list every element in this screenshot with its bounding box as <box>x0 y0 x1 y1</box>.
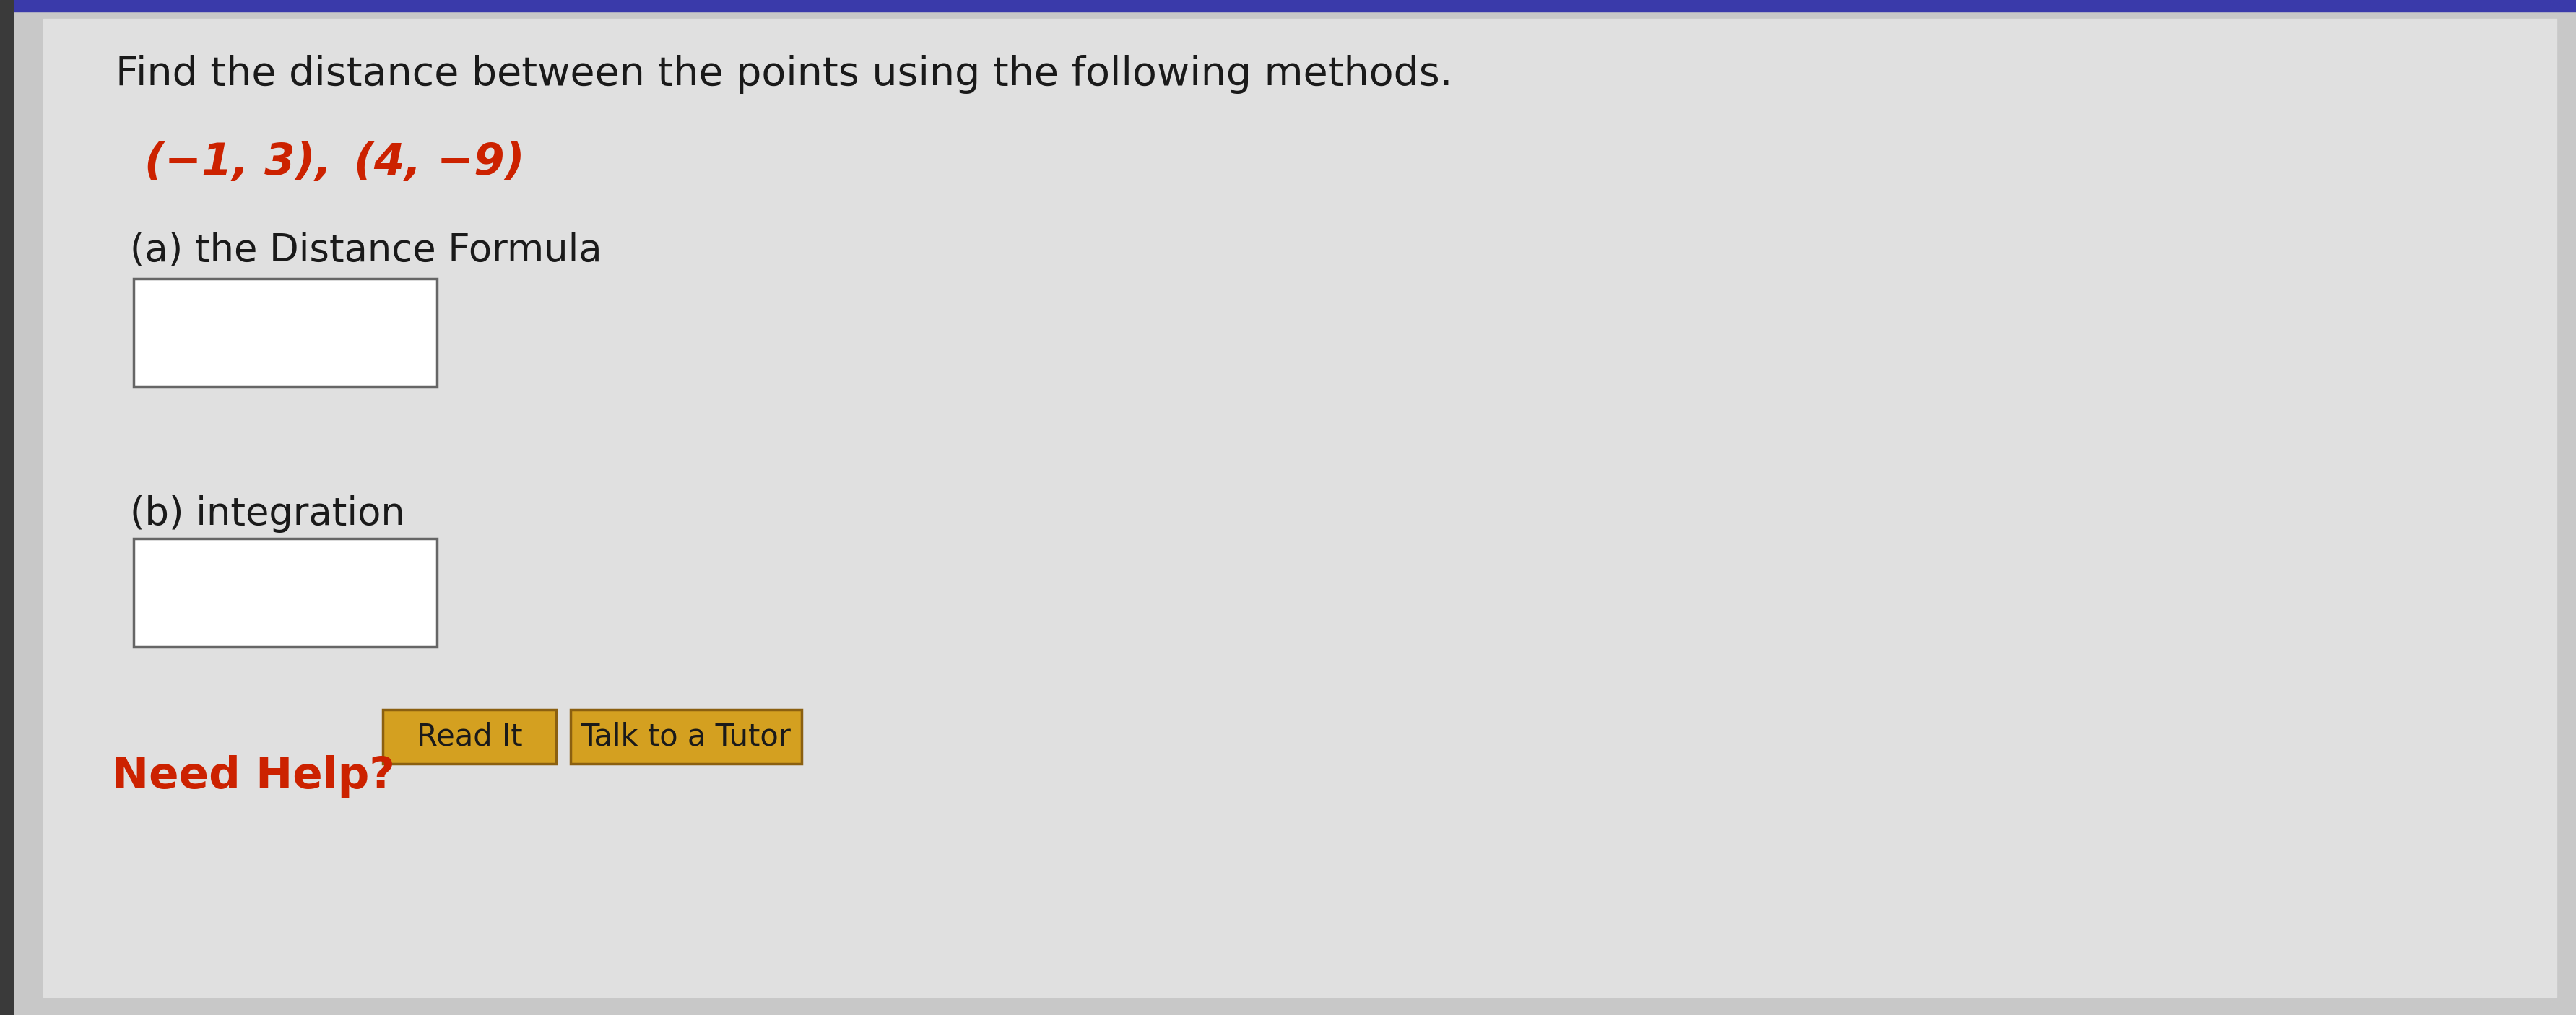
Bar <box>0 0 2576 11</box>
Text: (b) integration: (b) integration <box>129 495 404 533</box>
Text: Read It: Read It <box>417 722 523 752</box>
Bar <box>569 709 801 763</box>
Text: (−1, 3),: (−1, 3), <box>144 141 332 184</box>
Bar <box>384 709 556 763</box>
Text: Need Help?: Need Help? <box>111 755 394 798</box>
Bar <box>134 539 438 647</box>
Bar <box>134 279 438 387</box>
Text: Talk to a Tutor: Talk to a Tutor <box>582 722 791 752</box>
Bar <box>0 0 13 1015</box>
Text: Find the distance between the points using the following methods.: Find the distance between the points usi… <box>116 55 1453 93</box>
Text: (a) the Distance Formula: (a) the Distance Formula <box>129 231 603 269</box>
Text: (4, −9): (4, −9) <box>353 141 526 184</box>
